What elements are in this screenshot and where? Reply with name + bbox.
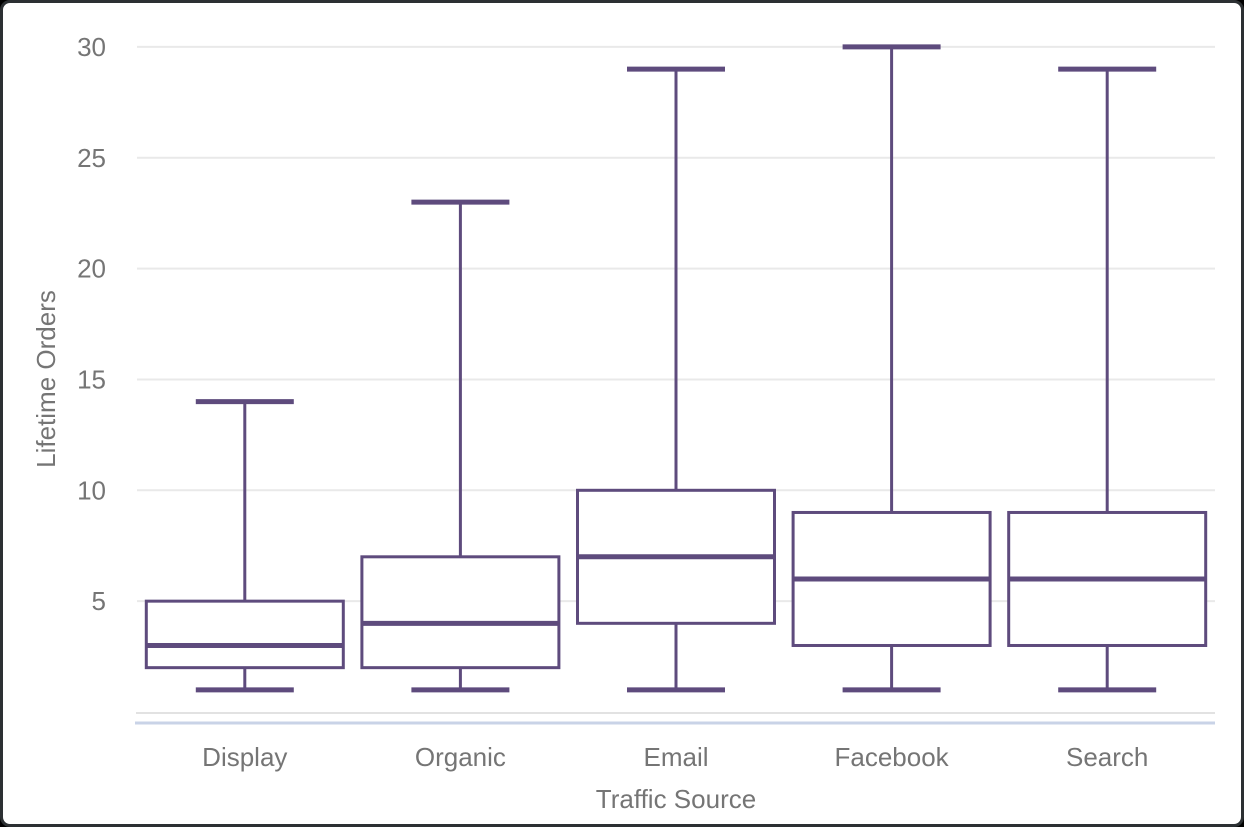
box-group: [791, 44, 992, 693]
x-category-label: Search: [1066, 742, 1148, 772]
y-tick-label: 5: [92, 586, 106, 616]
x-axis-title: Traffic Source: [596, 784, 756, 814]
boxes-layer: [144, 44, 1208, 693]
y-tick-label: 25: [77, 143, 106, 173]
y-tick-label: 10: [77, 475, 106, 505]
box-group: [360, 199, 561, 693]
y-axis-title: Lifetime Orders: [31, 290, 61, 468]
box-group: [1007, 66, 1208, 693]
y-tick-label: 15: [77, 364, 106, 394]
x-category-label: Facebook: [835, 742, 950, 772]
iqr-box[interactable]: [360, 555, 561, 670]
iqr-box[interactable]: [144, 599, 345, 670]
category-labels-layer: Display Organic Email Facebook Search: [202, 742, 1148, 772]
tick-labels-layer: 5 10 15 20 25 30: [77, 32, 106, 616]
y-tick-label: 20: [77, 254, 106, 284]
x-category-label: Organic: [415, 742, 506, 772]
x-category-label: Display: [202, 742, 287, 772]
y-tick-label: 30: [77, 32, 106, 62]
x-category-label: Email: [643, 742, 708, 772]
box-group: [144, 399, 345, 693]
baseline-layer: [135, 712, 1215, 725]
box-group: [576, 66, 776, 693]
